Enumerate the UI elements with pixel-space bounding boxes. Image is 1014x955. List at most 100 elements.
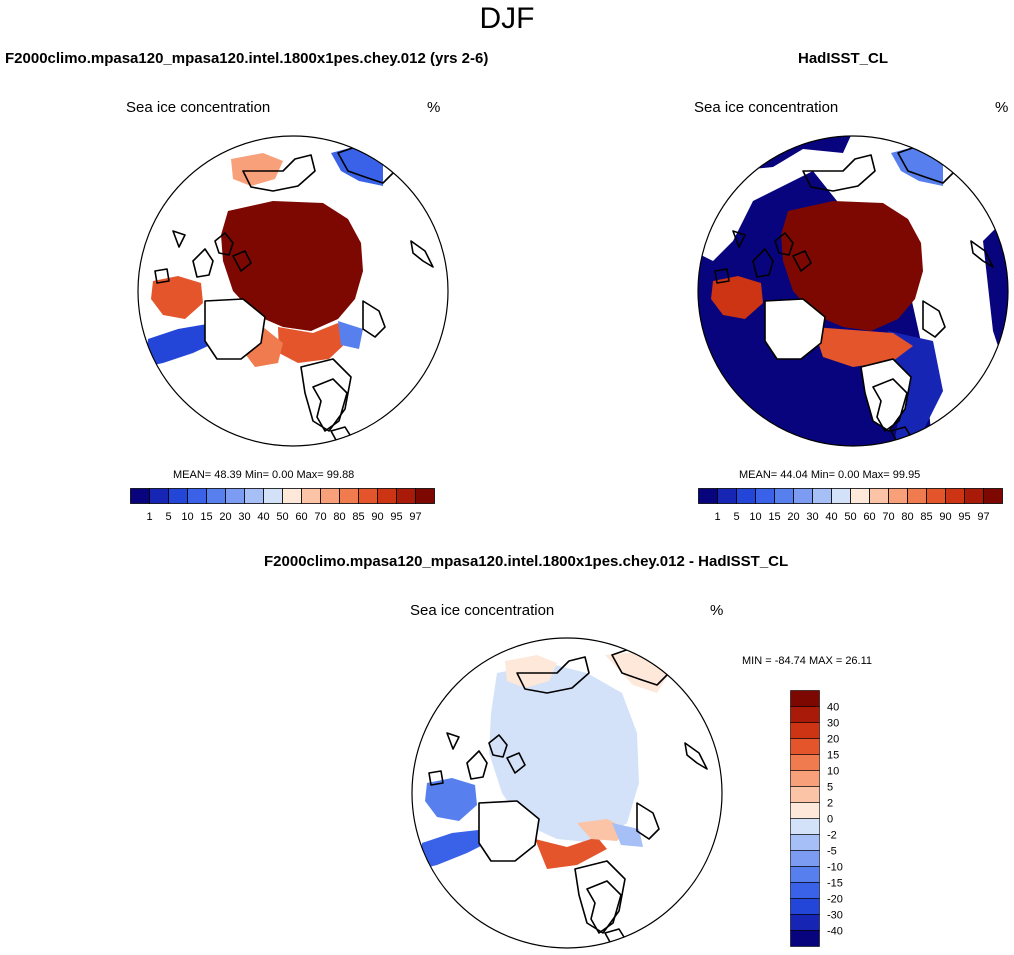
alaska-coastline <box>516 656 590 694</box>
map-boundary <box>137 135 449 447</box>
obs-colorbar-swatch-9 <box>869 488 889 504</box>
diff-colorbar-swatch-5 <box>790 770 820 787</box>
diff-colorbar-tick-label: 30 <box>827 718 839 730</box>
coastline <box>732 230 746 248</box>
coastline <box>506 752 526 774</box>
obs-colorbar-tick-label: 40 <box>825 511 837 523</box>
diff-colorbar-tick-label: 5 <box>827 782 833 794</box>
coastline <box>792 250 812 272</box>
model-panel-title: F2000climo.mpasa120_mpasa120.intel.1800x… <box>5 50 489 67</box>
coastline <box>970 240 994 268</box>
obs-colorbar-swatch-4 <box>774 488 794 504</box>
obs-colorbar-tick-label: 1 <box>714 511 720 523</box>
diff-colorbar-swatch-3 <box>790 738 820 755</box>
diff-colorbar-swatch-7 <box>790 802 820 819</box>
diff-colorbar-swatch-8 <box>790 818 820 835</box>
model-colorbar-swatch-6 <box>244 488 264 504</box>
diff-colorbar-swatch-6 <box>790 786 820 803</box>
diff-colorbar-tick-label: 10 <box>827 766 839 778</box>
ice-region <box>231 153 283 186</box>
obs-colorbar-swatch-7 <box>831 488 851 504</box>
land-mass <box>204 298 266 360</box>
obs-colorbar-tick-label: 10 <box>749 511 761 523</box>
land-mass <box>574 860 626 934</box>
ice-region <box>711 276 763 319</box>
diff-colorbar-swatch-11 <box>790 866 820 883</box>
model-colorbar-swatch-5 <box>225 488 245 504</box>
ice-region <box>781 201 923 331</box>
diff-colorbar-swatch-10 <box>790 850 820 867</box>
obs-colorbar-swatch-14 <box>964 488 984 504</box>
ice-region <box>888 331 943 446</box>
obs-colorbar-tick-label: 90 <box>939 511 951 523</box>
model-colorbar-swatch-1 <box>149 488 169 504</box>
model-colorbar-swatch-8 <box>282 488 302 504</box>
model-colorbar-swatch-14 <box>396 488 416 504</box>
ice-region <box>813 327 913 367</box>
coastline <box>192 248 214 278</box>
diff-region <box>612 823 643 847</box>
coastline <box>684 742 708 770</box>
ice-region <box>278 323 348 363</box>
obs-colorbar-tick-label: 95 <box>958 511 970 523</box>
coastline <box>774 232 794 256</box>
map-boundary <box>697 135 1009 447</box>
model-colorbar-tick-label: 5 <box>165 511 171 523</box>
model-units-label: % <box>427 99 441 116</box>
model-colorbar-tick-label: 50 <box>276 511 288 523</box>
model-colorbar-tick-label: 80 <box>333 511 345 523</box>
obs-units-label: % <box>995 99 1009 116</box>
obs-colorbar-tick-label: 50 <box>844 511 856 523</box>
coastline <box>922 300 946 338</box>
ice-region <box>151 276 203 319</box>
model-colorbar-swatch-4 <box>206 488 226 504</box>
model-colorbar-tick-label: 90 <box>371 511 383 523</box>
obs-colorbar-swatch-13 <box>945 488 965 504</box>
diff-units-label: % <box>710 602 724 619</box>
diff-colorbar-tick-label: -5 <box>827 846 837 858</box>
obs-colorbar-tick-label: 60 <box>863 511 875 523</box>
diff-colorbar-swatch-13 <box>790 898 820 915</box>
diff-colorbar-tick-label: -40 <box>827 926 843 938</box>
diff-region <box>421 829 495 869</box>
diff-panel-title: F2000climo.mpasa120_mpasa120.intel.1800x… <box>264 553 789 570</box>
diff-colorbar-tick-label: 40 <box>827 702 839 714</box>
diff-colorbar-tick-label: 15 <box>827 750 839 762</box>
obs-colorbar-tick-label: 15 <box>768 511 780 523</box>
land-mass <box>860 358 912 432</box>
diff-colorbar-tick-label: 0 <box>827 814 833 826</box>
obs-colorbar-swatch-12 <box>926 488 946 504</box>
coastline <box>488 734 508 758</box>
coastline <box>232 250 252 272</box>
obs-panel-title: HadISST_CL <box>798 50 889 67</box>
diff-region <box>535 837 607 869</box>
coastline <box>362 300 386 338</box>
model-colorbar-swatch-11 <box>339 488 359 504</box>
diff-colorbar-swatch-0 <box>790 690 820 707</box>
obs-colorbar-swatch-5 <box>793 488 813 504</box>
coastline <box>154 268 170 284</box>
model-variable-label: Sea ice concentration <box>126 99 271 116</box>
coastline <box>312 378 348 432</box>
diff-polar-map <box>411 637 723 949</box>
obs-colorbar-swatch-2 <box>736 488 756 504</box>
model-colorbar-tick-label: 60 <box>295 511 307 523</box>
model-colorbar-tick-label: 1 <box>146 511 152 523</box>
coastline <box>214 232 234 256</box>
model-colorbar-swatch-15 <box>415 488 435 504</box>
obs-colorbar-tick-label: 80 <box>901 511 913 523</box>
ice-region <box>145 323 223 367</box>
obs-polar-map <box>697 135 1009 447</box>
obs-colorbar-swatch-11 <box>907 488 927 504</box>
obs-colorbar-swatch-6 <box>812 488 832 504</box>
diff-region <box>505 655 557 688</box>
model-colorbar-tick-label: 10 <box>181 511 193 523</box>
obs-colorbar: 1 5 10 15 20 30 40 50 60 70 80 85 90 95 97 <box>698 488 1003 523</box>
obs-colorbar-swatch-10 <box>888 488 908 504</box>
model-polar-map <box>137 135 449 447</box>
land-mass <box>478 800 540 862</box>
obs-colorbar-tick-label: 70 <box>882 511 894 523</box>
ice-region <box>221 201 363 331</box>
obs-stats: MEAN= 44.04 Min= 0.00 Max= 99.95 <box>739 469 921 481</box>
diff-colorbar-tick-label: 20 <box>827 734 839 746</box>
